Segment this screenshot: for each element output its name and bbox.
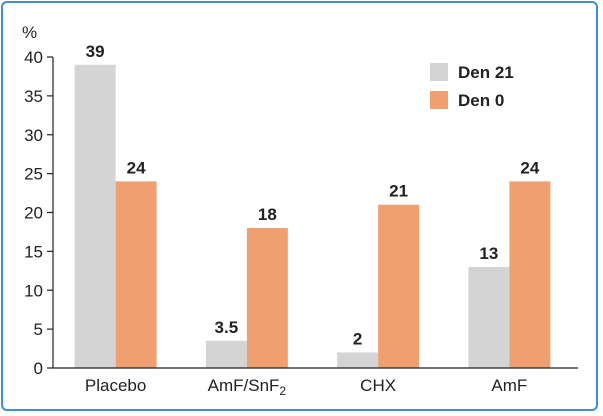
bar-den-21 — [205, 340, 247, 368]
data-labels: 39 24 3.5 18 2 21 13 24 — [86, 42, 540, 349]
y-tick-label: 25 — [24, 165, 43, 184]
bar-den-0 — [115, 181, 157, 368]
data-label: 24 — [520, 158, 539, 177]
legend: Den 21 Den 0 — [430, 63, 514, 110]
x-tick-label: AmF — [491, 376, 527, 395]
bar-den-0 — [246, 228, 288, 368]
category-labels: Placebo AmF/SnF2 CHX AmF — [85, 376, 527, 398]
y-axis-ticks: 0 5 10 15 20 25 30 35 40 — [24, 48, 53, 378]
bar-series — [74, 64, 551, 369]
legend-label: Den 0 — [458, 91, 504, 110]
y-tick-label: 40 — [24, 48, 43, 67]
x-tick-label: AmF/SnF2 — [208, 376, 287, 398]
data-label: 13 — [479, 244, 498, 263]
y-tick-label: 5 — [34, 320, 43, 339]
legend-swatch — [430, 91, 448, 109]
y-tick-label: 20 — [24, 204, 43, 223]
y-tick-label: 30 — [24, 126, 43, 145]
data-label: 21 — [389, 182, 408, 201]
x-tick-label: CHX — [360, 376, 396, 395]
y-tick-label: 0 — [34, 359, 43, 378]
legend-swatch — [430, 63, 448, 81]
data-label: 24 — [127, 158, 146, 177]
data-label: 39 — [86, 42, 105, 61]
y-tick-label: 10 — [24, 281, 43, 300]
y-tick-label: 15 — [24, 242, 43, 261]
data-label: 3.5 — [215, 318, 239, 337]
legend-label: Den 21 — [458, 63, 514, 82]
data-label: 18 — [258, 205, 277, 224]
bar-den-21 — [468, 266, 510, 368]
y-tick-label: 35 — [24, 87, 43, 106]
data-label: 2 — [353, 329, 362, 348]
bar-den-0 — [509, 181, 551, 368]
bar-den-0 — [378, 204, 420, 368]
bar-den-21 — [74, 64, 116, 369]
bar-den-21 — [337, 352, 379, 368]
x-tick-label: Placebo — [85, 376, 146, 395]
y-axis-unit-label: % — [22, 23, 37, 42]
